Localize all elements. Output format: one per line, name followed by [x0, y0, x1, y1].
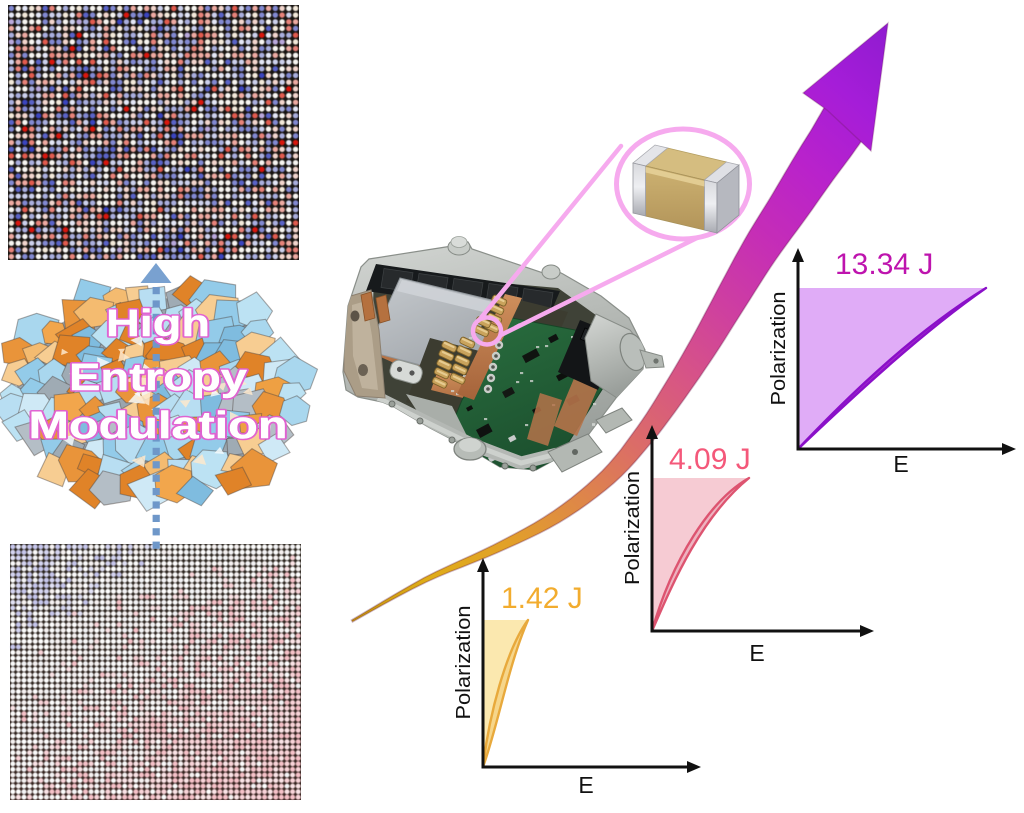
- svg-text:Polarization: Polarization: [767, 292, 790, 406]
- svg-text:Entropy: Entropy: [69, 357, 247, 399]
- svg-text:Modulation: Modulation: [29, 405, 288, 447]
- svg-text:E: E: [578, 772, 593, 798]
- svg-text:E: E: [749, 640, 764, 666]
- svg-text:4.09 J: 4.09 J: [669, 443, 751, 476]
- svg-text:High: High: [106, 303, 210, 345]
- svg-text:High: High: [106, 303, 210, 345]
- svg-text:E: E: [893, 451, 908, 477]
- svg-text:1.42 J: 1.42 J: [501, 582, 583, 615]
- svg-text:Polarization: Polarization: [452, 606, 475, 720]
- svg-text:13.34 J: 13.34 J: [835, 248, 933, 281]
- svg-text:Modulation: Modulation: [29, 405, 288, 447]
- svg-text:Polarization: Polarization: [621, 471, 644, 585]
- svg-text:Entropy: Entropy: [69, 357, 247, 399]
